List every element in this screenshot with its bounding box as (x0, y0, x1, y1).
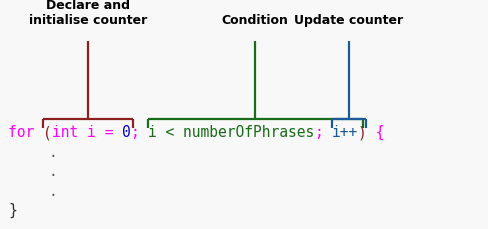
Text: .: . (48, 184, 57, 199)
Text: i < numberOfPhrases: i < numberOfPhrases (148, 125, 314, 140)
Text: 0: 0 (122, 125, 130, 140)
Text: ;: ; (130, 125, 139, 140)
Text: .: . (48, 145, 57, 160)
Text: int: int (52, 125, 86, 140)
Text: {: { (366, 125, 384, 140)
Text: Update counter: Update counter (293, 14, 403, 27)
Text: }: } (8, 203, 17, 218)
Text: ): ) (357, 125, 366, 140)
Text: .: . (48, 164, 57, 179)
Text: ;: ; (314, 125, 323, 140)
Text: i: i (86, 125, 95, 140)
Text: i++: i++ (331, 125, 357, 140)
Text: =: = (95, 125, 122, 140)
Text: for: for (8, 125, 43, 140)
Text: (: ( (43, 125, 52, 140)
Text: Declare and
initialise counter: Declare and initialise counter (29, 0, 147, 27)
Text: Condition: Condition (222, 14, 288, 27)
